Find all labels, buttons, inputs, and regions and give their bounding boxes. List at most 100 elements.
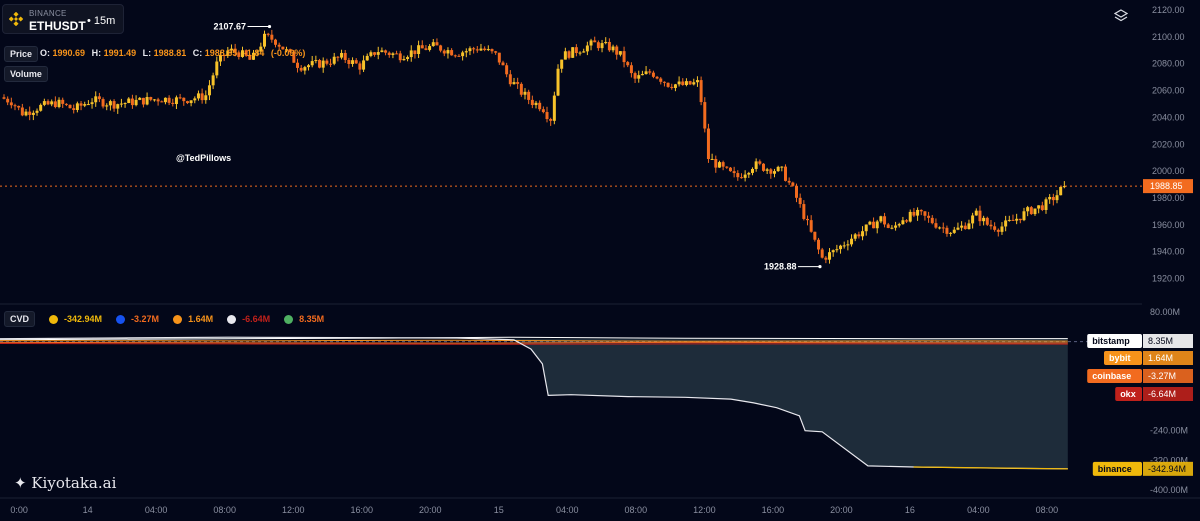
bitstamp-icon <box>284 314 294 324</box>
candle-body <box>35 110 39 113</box>
candle-body <box>850 238 854 245</box>
candle-body <box>563 51 567 60</box>
series-value-binance: -342.94M <box>1148 464 1186 474</box>
price-tick-label: 2020.00 <box>1152 139 1185 149</box>
timeframe[interactable]: • 15m <box>87 15 116 27</box>
candle-body <box>130 98 134 106</box>
candle-body <box>813 231 817 240</box>
series-tag-bybit <box>1104 351 1142 365</box>
candle-body <box>908 211 912 222</box>
candle-body <box>189 100 193 104</box>
candle-body <box>431 42 435 47</box>
candle-body <box>325 60 329 64</box>
candle-body <box>868 221 872 225</box>
candle-body <box>743 174 747 178</box>
candle-body <box>651 72 655 77</box>
candles: 2107.67 1928.88 <box>0 22 1142 272</box>
candle-body <box>222 55 226 57</box>
timeframe-value: 15m <box>93 15 116 27</box>
candle-body <box>358 63 362 70</box>
series-value-coinbase: -3.27M <box>1148 371 1176 381</box>
candle-body <box>13 105 17 107</box>
candle-body <box>171 102 175 105</box>
candle-body <box>237 52 241 57</box>
price-tick-label: 1920.00 <box>1152 274 1185 284</box>
candle-body <box>927 215 931 218</box>
time-tick-label: 14 <box>83 505 93 515</box>
candle-body <box>963 225 967 230</box>
candle-body <box>872 221 876 229</box>
candle-body <box>211 75 215 86</box>
cvd-binance-tail <box>913 466 1068 470</box>
symbol-box[interactable]: BINANCE ETHUSDT • 15m <box>2 4 124 34</box>
brand-name: Kiyotaka.ai <box>31 474 117 492</box>
cvd-legend-title[interactable]: CVD <box>4 311 36 327</box>
candle-body <box>824 257 828 260</box>
candle-body <box>736 173 740 178</box>
candle-body <box>72 108 76 110</box>
okx-icon <box>227 314 237 324</box>
candle-body <box>648 71 652 73</box>
candle-body <box>695 80 699 83</box>
series-tag-label-binance: binance <box>1098 464 1132 474</box>
price-tick-label: 2100.00 <box>1152 32 1185 42</box>
high-label: H: <box>91 48 102 58</box>
time-tick-label: 12:00 <box>693 505 716 515</box>
candle-body <box>806 218 810 221</box>
candle-body <box>1062 186 1066 188</box>
low-label: L: <box>142 48 152 58</box>
layers-icon[interactable] <box>1114 9 1128 23</box>
candle-body <box>174 97 178 105</box>
series-value-bitstamp: 8.35M <box>1148 336 1173 346</box>
candle-body <box>1018 218 1022 221</box>
candle-body <box>985 217 989 225</box>
cvd-series-bitstamp <box>0 336 1068 341</box>
candle-body <box>673 84 677 88</box>
volume-legend-label[interactable]: Volume <box>4 66 48 82</box>
candle-body <box>277 44 281 47</box>
candle-body <box>967 223 971 230</box>
series-tag-coinbase <box>1087 369 1142 383</box>
candle-body <box>894 225 898 228</box>
candle-body <box>420 45 424 49</box>
candle-body <box>567 51 571 58</box>
candle-body <box>20 107 24 116</box>
candle-body <box>141 97 145 105</box>
candle-body <box>1011 219 1015 221</box>
cvd-tick-label: -400.00M <box>1150 485 1188 495</box>
candle-body <box>303 67 307 71</box>
candle-body <box>883 216 887 225</box>
candle-body <box>266 33 270 35</box>
candle-body <box>53 101 57 108</box>
candle-body <box>780 166 784 168</box>
candle-body <box>119 103 123 105</box>
price-tick-label: 1980.00 <box>1152 193 1185 203</box>
price-tick-label: 2040.00 <box>1152 112 1185 122</box>
series-tag-label-okx: okx <box>1120 389 1136 399</box>
candle-body <box>31 112 35 115</box>
series-value-badge-coinbase <box>1143 369 1193 383</box>
candle-body <box>835 249 839 251</box>
series-value-badge-bybit <box>1143 351 1193 365</box>
candle-body <box>112 101 116 109</box>
candle-body <box>717 162 721 168</box>
candle-body <box>989 224 993 227</box>
candle-body <box>765 169 769 171</box>
candle-body <box>839 245 843 250</box>
candle-body <box>960 225 964 228</box>
coinbase-icon <box>116 314 126 324</box>
change-value: -1.84 <box>243 48 265 58</box>
candle-body <box>1044 199 1048 210</box>
candle-body <box>758 161 762 164</box>
change-percent: (-0.09%) <box>270 48 306 58</box>
candle-body <box>681 81 685 85</box>
candle-body <box>259 46 263 52</box>
candle-body <box>798 197 802 205</box>
time-tick-label: 04:00 <box>556 505 579 515</box>
candle-body <box>886 224 890 228</box>
candle-body <box>666 82 670 87</box>
candle-body <box>307 65 311 68</box>
price-legend-label[interactable]: Price <box>4 46 39 62</box>
high-marker-label: 2107.67 <box>214 22 247 32</box>
candle-body <box>310 61 314 66</box>
